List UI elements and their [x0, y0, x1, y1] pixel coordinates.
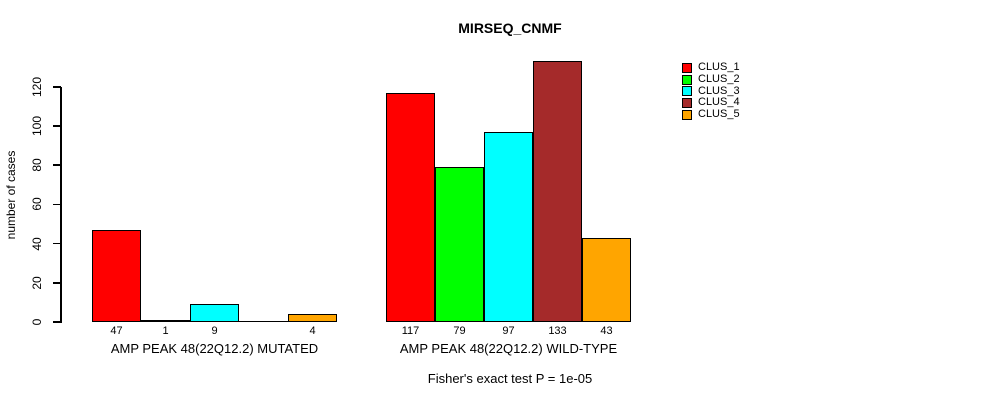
bar-CLUS_5-group2 — [582, 238, 631, 322]
legend-label: CLUS_1 — [698, 61, 740, 74]
legend-swatch-icon — [682, 86, 692, 97]
x-axis-group-label: AMP PEAK 48(22Q12.2) MUTATED — [110, 341, 319, 356]
legend-entry: CLUS_3 — [682, 85, 740, 97]
bar-CLUS_1-group1 — [92, 230, 141, 322]
bar-CLUS_1-group2 — [386, 93, 435, 322]
y-axis-tick-label: 80 — [30, 158, 44, 172]
legend-swatch-icon — [682, 62, 692, 73]
y-axis-tick — [53, 86, 61, 88]
y-axis-tick — [53, 282, 61, 284]
y-axis-tick — [53, 164, 61, 166]
y-axis-tick — [53, 125, 61, 127]
legend-label: CLUS_2 — [698, 73, 740, 86]
bar-CLUS_4-group1-zero — [239, 320, 288, 322]
bar-CLUS_5-group1 — [288, 314, 337, 322]
legend-swatch-icon — [682, 97, 692, 108]
y-axis-tick-label: 20 — [30, 276, 44, 290]
bar-CLUS_2-group1 — [141, 320, 190, 322]
legend-label: CLUS_3 — [698, 84, 740, 97]
bar-value-label: 133 — [548, 325, 567, 337]
y-axis-title: number of cases — [4, 150, 18, 240]
legend-swatch-icon — [682, 74, 692, 85]
bar-value-label: 9 — [211, 325, 218, 337]
legend-swatch-icon — [682, 109, 692, 120]
legend-entry: CLUS_4 — [682, 97, 740, 109]
bar-CLUS_2-group2 — [435, 167, 484, 322]
y-axis-tick-label: 0 — [30, 318, 44, 326]
y-axis-tick-label: 40 — [30, 236, 44, 251]
bar-CLUS_3-group1 — [190, 304, 239, 322]
legend: CLUS_1 CLUS_2 CLUS_3 CLUS_4 CLUS_5 — [682, 62, 740, 120]
legend-entry: CLUS_2 — [682, 74, 740, 86]
y-axis-tick-label: 100 — [30, 115, 44, 137]
y-axis-tick-label: 60 — [30, 197, 44, 212]
legend-entry: CLUS_5 — [682, 109, 740, 121]
bar-value-label: 43 — [600, 325, 613, 337]
y-axis-tick — [53, 203, 61, 206]
bar-value-label: 4 — [309, 325, 316, 337]
bar-value-label: 1 — [162, 325, 169, 337]
bar-value-label: 117 — [401, 325, 420, 337]
fisher-test-annotation: Fisher's exact test P = 1e-05 — [427, 371, 593, 386]
y-axis-tick — [53, 242, 61, 245]
legend-label: CLUS_5 — [698, 108, 740, 121]
bar-value-label: 97 — [502, 325, 515, 337]
x-axis-group-label: AMP PEAK 48(22Q12.2) WILD-TYPE — [399, 341, 618, 356]
bar-value-label: 79 — [453, 325, 466, 337]
legend-label: CLUS_4 — [698, 96, 740, 109]
y-axis-tick-label: 120 — [30, 76, 44, 97]
bar-CLUS_4-group2 — [533, 61, 582, 322]
bar-value-label: 47 — [110, 325, 123, 337]
y-axis-tick — [53, 321, 61, 323]
chart-title: MIRSEQ_CNMF — [458, 20, 562, 36]
legend-entry: CLUS_1 — [682, 62, 740, 74]
bar-CLUS_3-group2 — [484, 132, 533, 322]
